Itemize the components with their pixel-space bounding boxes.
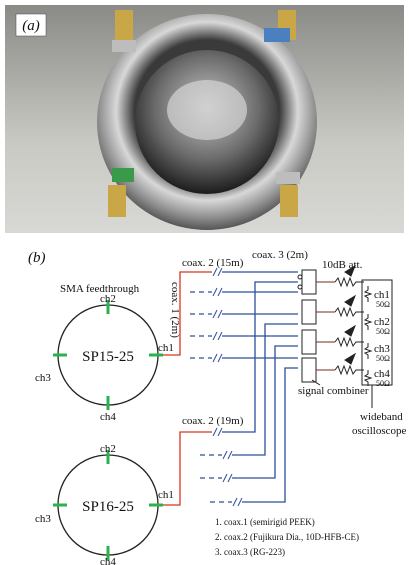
scope-label: oscilloscope (352, 425, 406, 437)
sensor-name: SP16-25 (82, 499, 134, 515)
combiner-label: signal combiner (298, 385, 369, 397)
channel-label: ch3 (35, 372, 51, 384)
attenuator-label: 10dB att. (322, 259, 363, 271)
channel-label: ch2 (100, 293, 116, 305)
channel-label: ch1 (158, 489, 174, 501)
note: 3. coax.3 (RG-223) (215, 547, 285, 557)
panel-label: (a) (22, 18, 40, 34)
cable-label: coax. 2 (15m) (182, 257, 244, 269)
labels: (b) SMA feedthrough ch2 ch1 ch3 ch4 SP15… (28, 249, 406, 565)
note: 1. coax.1 (semirigid PEEK) (215, 517, 315, 527)
cable-label: coax. 3 (2m) (252, 249, 308, 261)
impedance: 50Ω (376, 300, 390, 309)
sensor-name: SP15-25 (82, 349, 134, 365)
channel-label: ch4 (100, 556, 116, 565)
photo: (a) (5, 5, 404, 233)
impedance: 50Ω (376, 327, 390, 336)
channel-label: ch1 (158, 342, 174, 354)
channel-label: ch3 (35, 513, 51, 525)
impedance: 50Ω (376, 354, 390, 363)
scope-label: wideband (360, 411, 403, 423)
impedance: 50Ω (376, 379, 390, 388)
figure: (a) (b) SMA feedthrough ch2 ch1 ch3 ch4 … (0, 0, 409, 565)
channel-label: ch4 (100, 411, 116, 423)
panel-label: (b) (28, 250, 46, 266)
channel-label: ch2 (100, 443, 116, 455)
note: 2. coax.2 (Fujikura Dia., 10D-HFB-CE) (215, 532, 359, 542)
cable-label: coax. 1 (2m) (169, 282, 181, 338)
cable-label: coax. 2 (19m) (182, 415, 244, 427)
